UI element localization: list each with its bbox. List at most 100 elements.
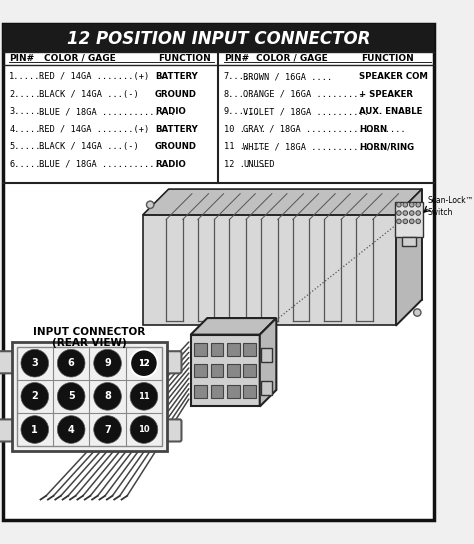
Polygon shape [260, 318, 276, 406]
Text: BROWN / 16GA ....: BROWN / 16GA .... [243, 72, 332, 81]
Circle shape [94, 349, 121, 377]
Bar [243, 343, 256, 356]
Text: PIN#: PIN# [9, 54, 34, 63]
Bar [227, 385, 240, 398]
Text: RADIO: RADIO [155, 107, 185, 116]
Text: 11 .....: 11 ..... [224, 142, 266, 151]
Text: 9......: 9...... [224, 107, 261, 116]
Circle shape [397, 202, 401, 207]
Bar [17, 347, 162, 446]
FancyBboxPatch shape [165, 419, 182, 442]
Circle shape [414, 309, 421, 316]
Circle shape [57, 382, 85, 410]
Bar [210, 364, 223, 377]
Text: 1: 1 [31, 424, 38, 435]
Circle shape [130, 382, 158, 410]
Text: + SPEAKER: + SPEAKER [359, 90, 413, 98]
FancyBboxPatch shape [0, 351, 14, 373]
Bar [243, 385, 256, 398]
Text: 11: 11 [138, 392, 150, 401]
Text: VIOLET / 18GA ..........: VIOLET / 18GA .......... [243, 107, 369, 116]
Text: COLOR / GAGE: COLOR / GAGE [256, 54, 328, 63]
Text: 10 .....: 10 ..... [224, 125, 266, 134]
Bar [227, 364, 240, 377]
Bar [194, 364, 207, 377]
Circle shape [397, 219, 401, 224]
Circle shape [410, 211, 414, 215]
Bar [261, 381, 272, 394]
Text: 7: 7 [104, 424, 111, 435]
Circle shape [57, 349, 85, 377]
Bar [210, 343, 223, 356]
Text: 4.......: 4....... [9, 125, 51, 134]
Text: RED / 14GA .......(+): RED / 14GA .......(+) [39, 125, 149, 134]
Text: RED / 14GA .......(+): RED / 14GA .......(+) [39, 72, 149, 81]
Text: GRAY / 18GA ...................: GRAY / 18GA ................... [243, 125, 406, 134]
Circle shape [130, 349, 158, 377]
Text: 8......: 8...... [224, 90, 261, 98]
Text: 2......: 2...... [9, 90, 46, 98]
Text: 10: 10 [138, 425, 150, 434]
Circle shape [57, 416, 85, 443]
Text: (REAR VIEW): (REAR VIEW) [52, 338, 127, 349]
Circle shape [21, 416, 49, 443]
Bar [12, 342, 167, 451]
Text: INPUT CONNECTOR: INPUT CONNECTOR [33, 327, 146, 337]
Text: 12 .....: 12 ..... [224, 160, 266, 169]
Bar [194, 343, 207, 356]
Text: SPEAKER COM: SPEAKER COM [359, 72, 428, 81]
Bar [227, 343, 240, 356]
Text: 5: 5 [68, 391, 74, 401]
Circle shape [130, 416, 158, 443]
Circle shape [146, 201, 154, 208]
Text: 4: 4 [68, 424, 74, 435]
Circle shape [416, 202, 420, 207]
Text: 6: 6 [68, 358, 74, 368]
Text: 9: 9 [104, 358, 111, 368]
Text: FUNCTION: FUNCTION [158, 54, 211, 63]
Text: COLOR / GAGE: COLOR / GAGE [44, 54, 116, 63]
Text: GROUND: GROUND [155, 142, 197, 151]
Circle shape [416, 219, 420, 224]
Circle shape [403, 211, 408, 215]
Circle shape [410, 219, 414, 224]
Text: BLACK / 14GA ...(-): BLACK / 14GA ...(-) [39, 142, 138, 151]
Circle shape [403, 219, 408, 224]
Circle shape [21, 382, 49, 410]
Bar [3, 24, 434, 52]
Text: ORANGE / 16GA .........: ORANGE / 16GA ......... [243, 90, 364, 98]
Circle shape [416, 211, 420, 215]
FancyBboxPatch shape [0, 419, 14, 442]
Text: 7......: 7...... [224, 72, 261, 81]
Text: BLUE / 18GA ..............: BLUE / 18GA .............. [39, 107, 175, 116]
Circle shape [410, 202, 414, 207]
Text: GROUND: GROUND [155, 90, 197, 98]
Text: 3: 3 [31, 358, 38, 368]
Text: 8: 8 [104, 391, 111, 401]
Text: 5.......: 5....... [9, 142, 51, 151]
Text: UNUSED: UNUSED [243, 160, 275, 169]
Text: HORN: HORN [359, 125, 387, 134]
Circle shape [403, 202, 408, 207]
Text: 2: 2 [31, 391, 38, 401]
Text: BLACK / 14GA ...(-): BLACK / 14GA ...(-) [39, 90, 138, 98]
Text: BATTERY: BATTERY [155, 125, 198, 134]
Text: AUX. ENABLE: AUX. ENABLE [359, 107, 423, 116]
Circle shape [130, 349, 158, 377]
Bar [261, 349, 272, 362]
Polygon shape [191, 318, 276, 335]
FancyBboxPatch shape [165, 351, 182, 373]
Polygon shape [143, 215, 396, 325]
Circle shape [397, 211, 401, 215]
Text: Scan-Lock™
Switch: Scan-Lock™ Switch [428, 196, 474, 217]
Circle shape [94, 416, 121, 443]
Text: 12: 12 [138, 358, 150, 368]
Circle shape [94, 382, 121, 410]
Bar [194, 385, 207, 398]
Text: PIN#: PIN# [224, 54, 249, 63]
Bar [210, 385, 223, 398]
Text: HORN/RING: HORN/RING [359, 142, 414, 151]
Text: BLUE / 18GA .............: BLUE / 18GA ............. [39, 160, 170, 169]
Text: WHITE / 18GA ..............: WHITE / 18GA .............. [243, 142, 385, 151]
Text: FUNCTION: FUNCTION [361, 54, 414, 63]
